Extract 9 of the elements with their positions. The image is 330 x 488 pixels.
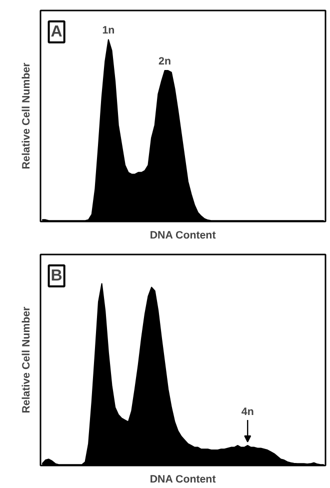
- annotation: B: [50, 267, 62, 284]
- x-axis-title: DNA Content: [150, 230, 216, 242]
- y-axis-title: Relative Cell Number: [20, 306, 32, 414]
- annotation: 2n: [158, 56, 171, 68]
- y-axis-title: Relative Cell Number: [20, 62, 32, 170]
- text: 1n: [102, 24, 115, 37]
- annotation: 4n: [241, 406, 254, 418]
- x-axis-title: DNA Content: [150, 474, 216, 486]
- annotation: A: [50, 23, 63, 40]
